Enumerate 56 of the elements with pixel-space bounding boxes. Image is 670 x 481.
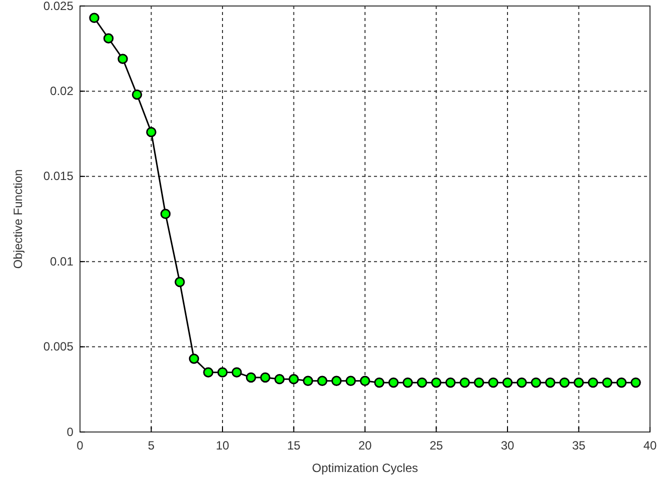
point xyxy=(89,12,100,24)
point xyxy=(174,276,185,288)
point xyxy=(203,367,214,378)
y-tick-label: 0.01 xyxy=(50,254,74,268)
x-tick-label: 30 xyxy=(500,438,514,452)
point xyxy=(260,372,270,383)
point xyxy=(103,33,114,44)
point xyxy=(460,377,470,388)
point xyxy=(160,208,171,219)
point xyxy=(530,377,542,388)
point xyxy=(188,354,200,364)
point xyxy=(588,377,598,388)
point xyxy=(474,377,484,388)
point xyxy=(346,376,356,386)
point xyxy=(132,89,142,100)
point xyxy=(146,126,156,138)
y-axis-title: Objective Function xyxy=(11,169,25,269)
x-tick-label: 35 xyxy=(572,438,586,452)
x-tick-label: 15 xyxy=(287,438,301,452)
y-tick-label: 0.005 xyxy=(43,340,74,354)
point xyxy=(516,377,527,388)
point xyxy=(374,377,384,388)
point xyxy=(445,377,456,388)
point xyxy=(545,377,556,388)
point xyxy=(388,377,399,388)
y-tick-label: 0.015 xyxy=(43,169,74,184)
point xyxy=(302,376,314,386)
y-tick-label: 0 xyxy=(66,424,74,439)
x-tick-label: 20 xyxy=(358,438,372,452)
point xyxy=(288,374,299,384)
point xyxy=(246,372,256,383)
x-tick-label: 5 xyxy=(148,438,155,452)
point xyxy=(502,377,513,388)
point xyxy=(559,377,570,388)
point xyxy=(118,54,128,64)
point xyxy=(630,377,641,388)
y-tick-label: 0.02 xyxy=(50,84,74,98)
point xyxy=(416,377,428,388)
x-tick-label: 25 xyxy=(430,438,444,452)
point xyxy=(217,367,228,378)
x-tick-label: 0 xyxy=(76,438,84,452)
point xyxy=(360,376,370,386)
point xyxy=(274,374,285,384)
x-axis-title: Optimization Cycles xyxy=(312,461,418,475)
point xyxy=(331,376,342,386)
y-tick-label: 0.025 xyxy=(43,0,74,13)
point xyxy=(616,377,627,388)
x-tick-label: 40 xyxy=(643,438,657,452)
x-tick-label: 10 xyxy=(216,438,230,452)
point xyxy=(232,367,242,378)
point xyxy=(402,377,413,388)
point xyxy=(317,376,328,386)
point xyxy=(488,377,498,388)
point xyxy=(602,377,612,388)
point xyxy=(574,377,584,388)
point xyxy=(431,377,442,388)
